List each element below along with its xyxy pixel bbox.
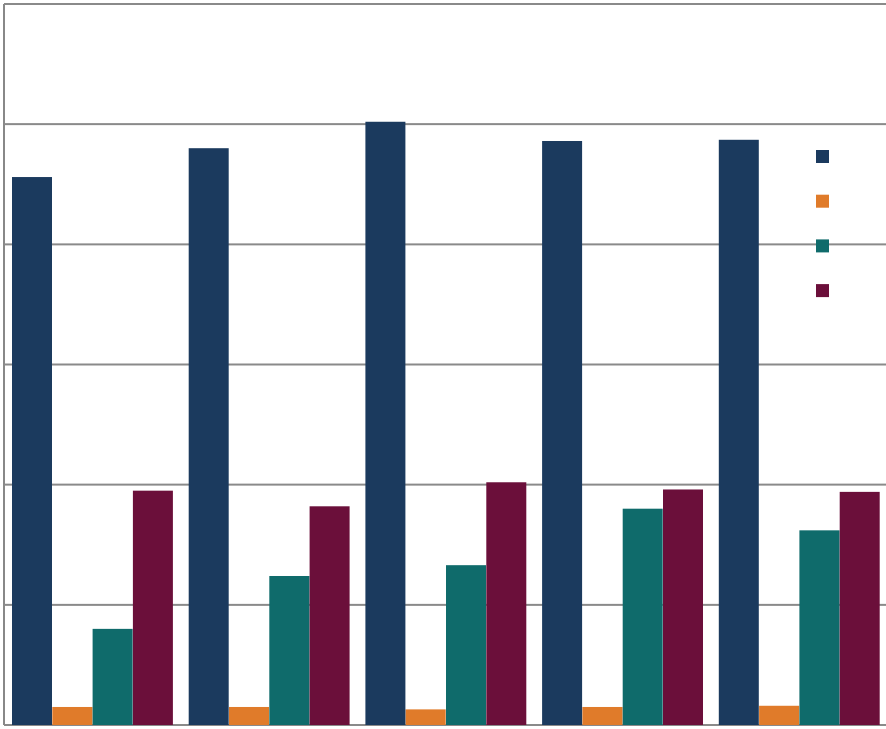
bar	[405, 709, 446, 725]
legend-marker	[816, 194, 829, 208]
bar	[52, 706, 93, 725]
bar	[188, 148, 229, 725]
legend-marker	[816, 239, 829, 253]
bar	[446, 565, 486, 725]
legend-marker	[816, 284, 829, 298]
bar	[663, 489, 703, 725]
bar	[92, 628, 133, 725]
bar	[486, 482, 527, 725]
bar	[542, 140, 583, 726]
legend-marker	[816, 150, 829, 163]
bar	[622, 508, 663, 725]
bar	[132, 490, 173, 725]
bar	[309, 506, 350, 725]
bar	[839, 491, 880, 725]
bar	[718, 139, 759, 725]
bar	[269, 575, 310, 725]
bar	[759, 705, 800, 725]
bar	[582, 706, 623, 725]
bar	[229, 706, 269, 725]
bar	[365, 121, 406, 726]
bar	[799, 530, 840, 725]
bar	[12, 177, 52, 726]
